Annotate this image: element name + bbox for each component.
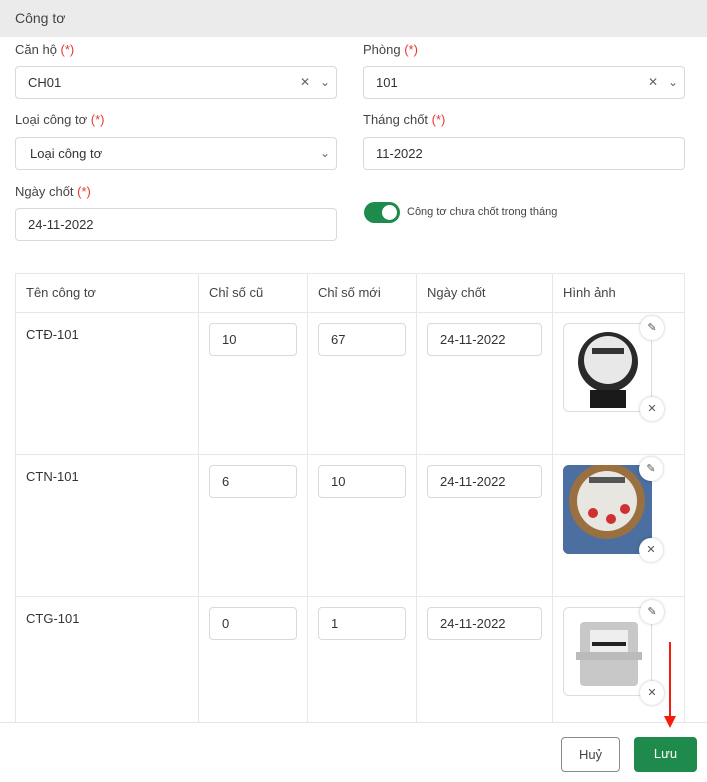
room-select[interactable]: 101 ✕ ⌄ [363, 66, 685, 99]
save-button[interactable]: Lưu [634, 737, 697, 772]
close-icon[interactable]: ✕ [639, 538, 663, 562]
close-month-label: Tháng chốt (*) [363, 112, 446, 127]
meter-name: CTĐ-101 [15, 312, 199, 455]
unclosed-meter-toggle[interactable] [364, 202, 400, 223]
col-header-old: Chỉ số cũ [198, 273, 308, 313]
col-header-name: Tên công tơ [15, 273, 199, 313]
new-reading-input[interactable]: 67 [318, 323, 406, 356]
close-month-input[interactable]: 11-2022 [363, 137, 685, 170]
water-meter-image: ✎ ✕ [563, 457, 663, 562]
old-reading-input[interactable]: 6 [209, 465, 297, 498]
meter-table: Tên công tơ Chỉ số cũ Chỉ số mới Ngày ch… [15, 273, 685, 739]
close-icon[interactable]: ✕ [640, 681, 664, 705]
modal-title: Công tơ [15, 10, 66, 26]
close-date-input[interactable]: 24-11-2022 [15, 208, 337, 241]
chevron-down-icon: ⌄ [320, 146, 331, 160]
modal-header: Công tơ [0, 0, 707, 37]
col-header-image: Hình ảnh [552, 273, 685, 313]
table-row: CTN-101 6 10 24-11-2022 ✎ ✕ [15, 454, 685, 597]
old-reading-input[interactable]: 0 [209, 607, 297, 640]
annotation-arrow-head [664, 716, 676, 728]
electric-meter-image: ✎ ✕ [563, 316, 664, 421]
clear-icon[interactable]: ✕ [648, 75, 659, 89]
edit-icon[interactable]: ✎ [640, 600, 664, 624]
cancel-button[interactable]: Huỷ [561, 737, 620, 772]
meter-type-select[interactable]: Loại công tơ ⌄ [15, 137, 337, 170]
room-label: Phòng (*) [363, 42, 418, 57]
new-reading-input[interactable]: 1 [318, 607, 406, 640]
apartment-select[interactable]: CH01 ✕ ⌄ [15, 66, 337, 99]
edit-icon[interactable]: ✎ [640, 316, 664, 340]
meter-name: CTN-101 [15, 454, 199, 597]
col-header-new: Chỉ số mới [307, 273, 417, 313]
modal-footer: Huỷ Lưu [0, 722, 707, 782]
edit-icon[interactable]: ✎ [639, 457, 663, 481]
table-row: CTG-101 0 1 24-11-2022 ✎ ✕ [15, 596, 685, 739]
toggle-label: Công tơ chưa chốt trong tháng [407, 206, 558, 218]
close-icon[interactable]: ✕ [640, 397, 664, 421]
date-input[interactable]: 24-11-2022 [427, 465, 542, 498]
new-reading-input[interactable]: 10 [318, 465, 406, 498]
annotation-arrow [669, 642, 671, 720]
chevron-down-icon: ⌄ [320, 75, 331, 89]
clear-icon[interactable]: ✕ [300, 75, 311, 89]
meter-type-label: Loại công tơ (*) [15, 112, 105, 127]
chevron-down-icon: ⌄ [668, 75, 679, 89]
apartment-label: Căn hộ (*) [15, 42, 75, 57]
close-date-label: Ngày chốt (*) [15, 184, 91, 199]
date-input[interactable]: 24-11-2022 [427, 323, 542, 356]
old-reading-input[interactable]: 10 [209, 323, 297, 356]
gas-meter-image: ✎ ✕ [563, 600, 664, 705]
table-row: CTĐ-101 10 67 24-11-2022 ✎ ✕ [15, 312, 685, 455]
date-input[interactable]: 24-11-2022 [427, 607, 542, 640]
meter-name: CTG-101 [15, 596, 199, 739]
col-header-date: Ngày chốt [416, 273, 553, 313]
